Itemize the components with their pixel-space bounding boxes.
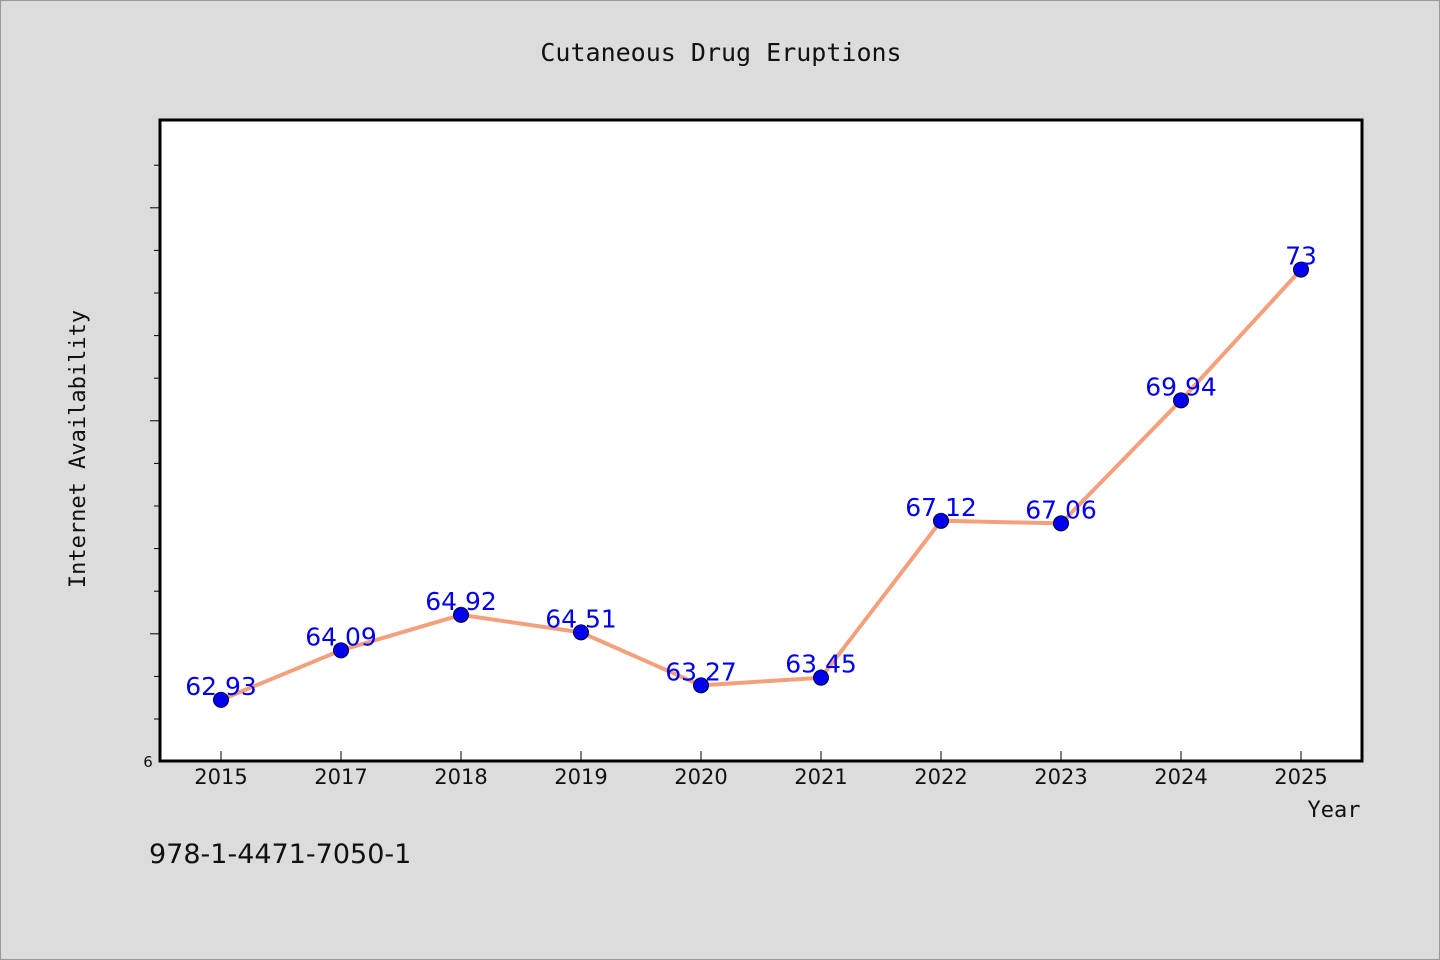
data-label: 63.27 [665, 657, 737, 686]
x-tick-label: 2017 [314, 765, 367, 789]
data-point [573, 624, 589, 641]
data-point [1293, 261, 1309, 278]
data-label: 63.45 [785, 650, 857, 679]
data-point [1053, 515, 1069, 532]
y-axis-label: Internet Availability [66, 310, 91, 588]
footer-isbn: 978-1-4471-7050-1 [149, 839, 411, 870]
chart-title: Cutaneous Drug Eruptions [540, 38, 901, 67]
y-tick-label: 6 [143, 753, 153, 771]
data-label: 73 [1285, 242, 1317, 271]
series-group: 62.93 64.09 64.92 64.51 63.27 63.45 67.12 67.06… [185, 242, 1317, 708]
x-tick-label: 2015 [194, 765, 247, 789]
data-label: 69.94 [1145, 372, 1217, 401]
data-point [933, 512, 949, 529]
y-axis-ticks: 6 [143, 164, 160, 771]
plot-area [158, 118, 1364, 763]
x-tick-label: 2018 [434, 765, 487, 789]
x-tick-label: 2025 [1274, 765, 1327, 789]
x-tick-label: 2022 [914, 765, 967, 789]
x-axis-label: Year [1308, 798, 1361, 823]
data-label: 67.06 [1025, 495, 1097, 524]
x-tick-label: 2024 [1154, 765, 1207, 789]
data-label: 64.92 [425, 587, 497, 616]
data-label: 64.51 [545, 604, 617, 633]
x-tick-label: 2021 [794, 765, 847, 789]
x-tick-label: 2023 [1034, 765, 1087, 789]
data-label: 67.12 [905, 493, 977, 522]
x-tick-label: 2020 [674, 765, 727, 789]
data-point [1173, 392, 1189, 409]
x-axis-ticks: 2015 2017 2018 2019 2020 2021 2022 2023 2024 2025 [194, 751, 1328, 789]
data-point [813, 669, 829, 686]
x-tick-label: 2019 [554, 765, 607, 789]
series-line [220, 268, 1303, 702]
data-label: 62.93 [185, 672, 257, 701]
data-point [333, 642, 349, 659]
data-point [453, 606, 469, 623]
data-point [693, 677, 709, 694]
data-point [213, 691, 229, 708]
data-label: 64.09 [305, 622, 377, 651]
